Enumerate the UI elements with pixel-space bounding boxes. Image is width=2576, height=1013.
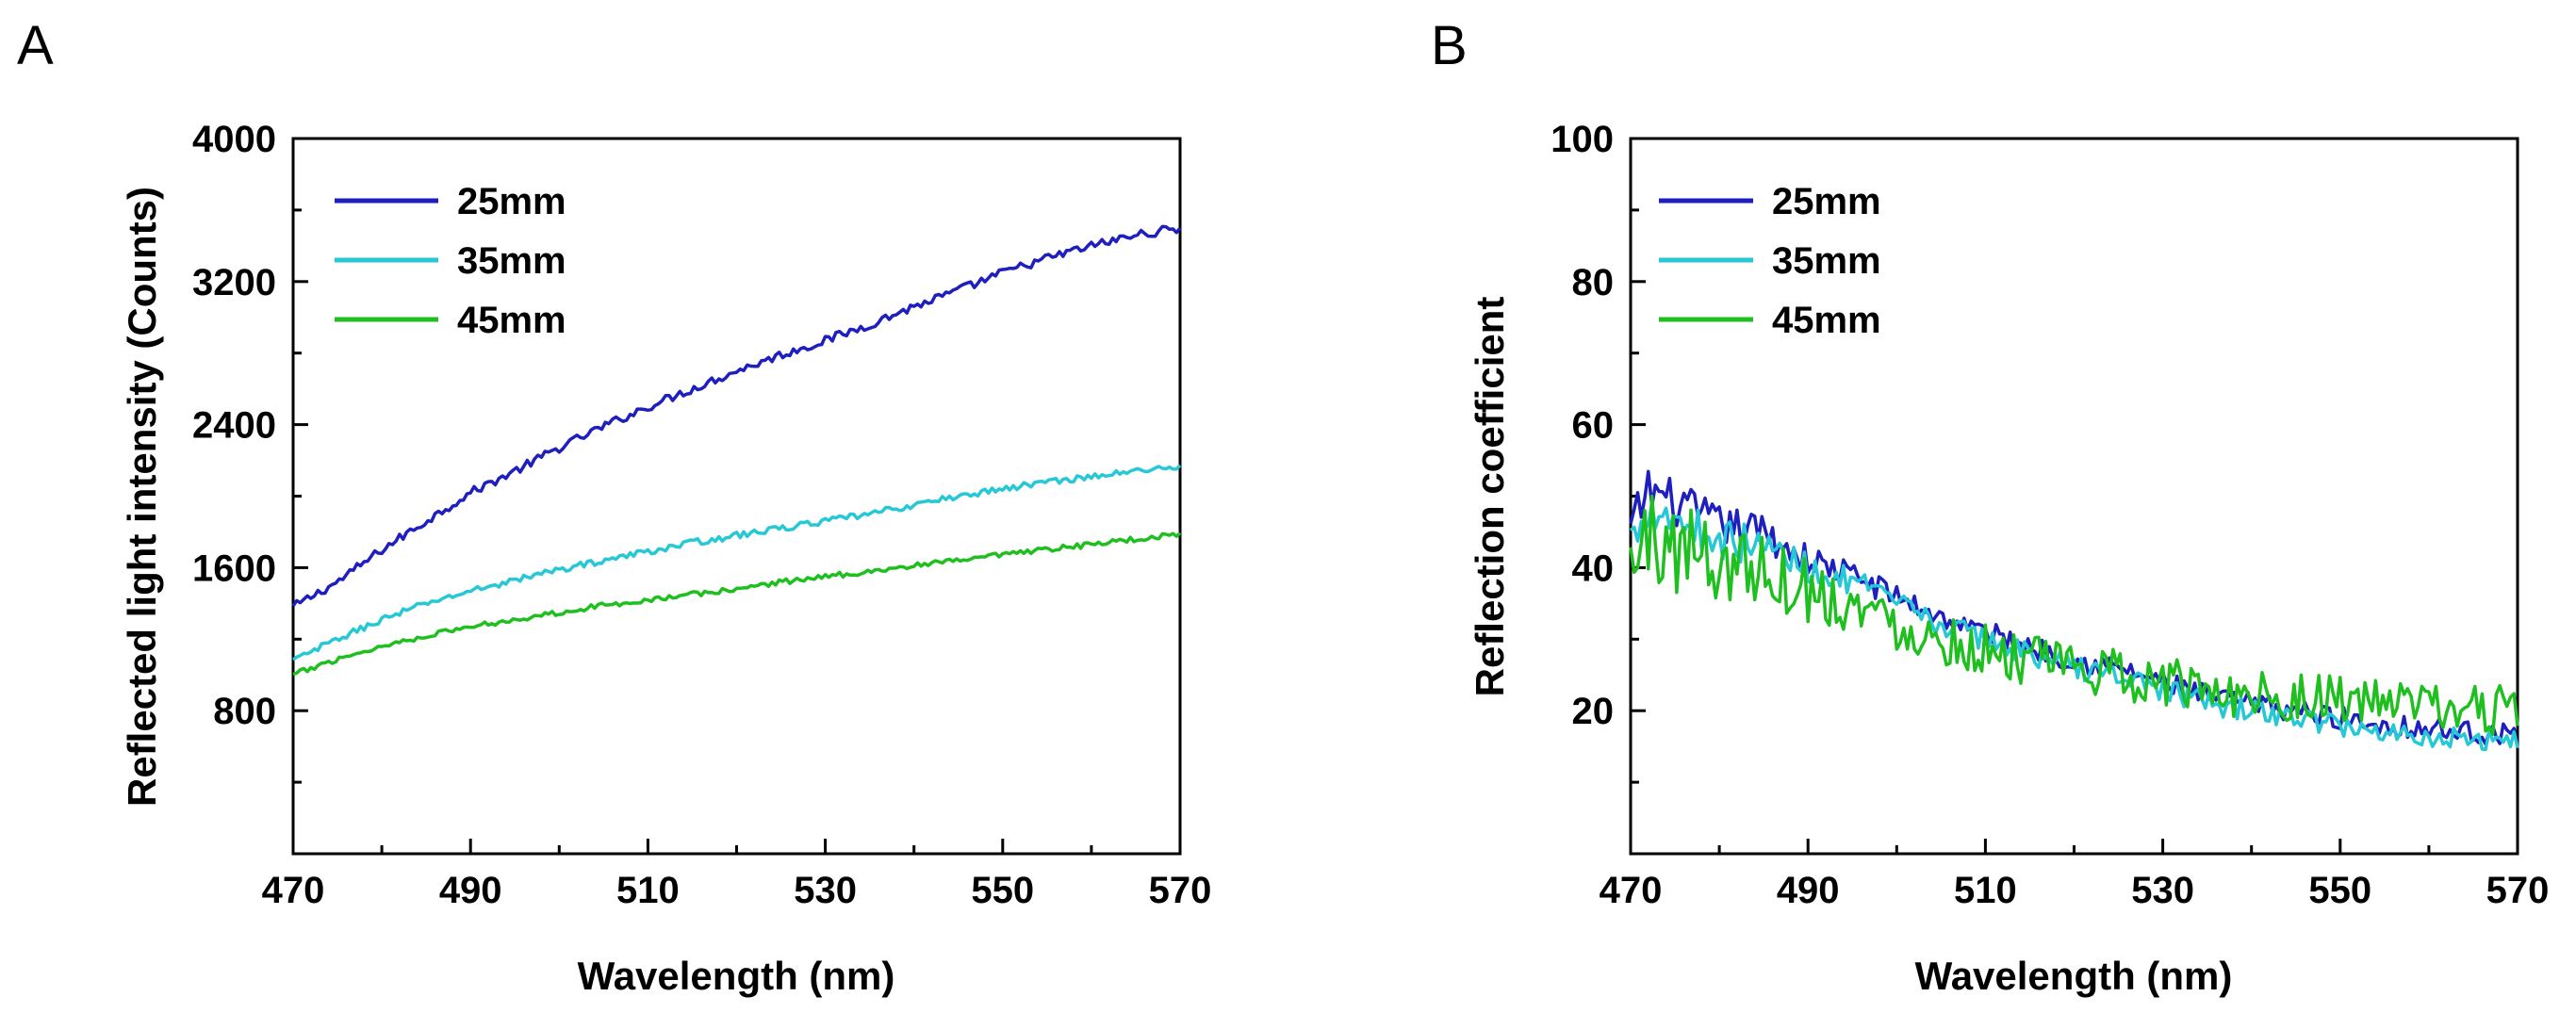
x-tick-label: 530 — [794, 870, 857, 911]
x-tick-label: 470 — [1600, 870, 1663, 911]
y-tick-label: 2400 — [192, 405, 276, 447]
series-line-45mm — [292, 531, 1182, 677]
series-line-45mm — [1629, 494, 2519, 736]
series-line-35mm — [291, 464, 1182, 662]
panel-b-x-tick-labels: 470 490 510 530 550 570 — [1600, 870, 2550, 911]
legend-label-45mm: 45mm — [457, 300, 566, 341]
y-tick-label: 100 — [1551, 119, 1614, 160]
panel-a-y-axis-title: Reflected light intensity (Counts) — [120, 187, 164, 807]
panel-a-y-tick-labels: 800 1600 2400 3200 4000 — [192, 119, 276, 732]
series-line-25mm — [291, 224, 1182, 607]
y-tick-label: 800 — [213, 691, 276, 732]
x-tick-label: 550 — [971, 870, 1034, 911]
x-tick-label: 490 — [439, 870, 502, 911]
panel-a-x-axis-title: Wavelength (nm) — [578, 954, 895, 998]
panel-b-ticks — [1629, 137, 2519, 854]
panel-a-series-lines — [291, 224, 1182, 677]
panel-a: A 470 490 510 530 550 570 800 1600 2400 3200 4000… — [17, 15, 1211, 998]
legend-label-35mm: 35mm — [1772, 240, 1881, 282]
y-tick-label: 20 — [1572, 691, 1615, 732]
panel-b-label: B — [1431, 15, 1468, 76]
x-tick-label: 550 — [2308, 870, 2371, 911]
legend-label-35mm: 35mm — [457, 240, 566, 282]
panel-a-legend: 25mm 35mm 45mm — [335, 181, 566, 341]
y-tick-label: 4000 — [192, 119, 276, 160]
panel-b: B 470 490 510 530 550 570 20 40 60 80 100 25mm 35m… — [1431, 15, 2549, 998]
y-tick-label: 3200 — [192, 262, 276, 303]
panel-a-plot-frame — [291, 137, 1182, 856]
legend-label-25mm: 25mm — [1772, 181, 1881, 222]
panel-b-x-axis-title: Wavelength (nm) — [1915, 954, 2233, 998]
x-tick-label: 530 — [2131, 870, 2194, 911]
x-tick-label: 570 — [1149, 870, 1212, 911]
y-tick-label: 60 — [1572, 405, 1615, 447]
y-tick-label: 1600 — [192, 547, 276, 589]
panel-a-ticks — [291, 137, 1182, 854]
panel-a-label: A — [17, 15, 54, 76]
panel-b-y-tick-labels: 20 40 60 80 100 — [1551, 119, 1614, 732]
x-tick-label: 510 — [616, 870, 680, 911]
legend-label-45mm: 45mm — [1772, 300, 1881, 341]
panel-b-y-axis-title: Reflection coefficient — [1468, 297, 1512, 697]
panel-a-x-tick-labels: 470 490 510 530 550 570 — [262, 870, 1212, 911]
y-tick-label: 80 — [1572, 262, 1615, 303]
panel-b-series-lines — [1629, 469, 2519, 752]
panel-b-plot-frame — [1629, 137, 2519, 856]
y-tick-label: 40 — [1572, 547, 1615, 589]
x-tick-label: 570 — [2486, 870, 2550, 911]
x-tick-label: 470 — [262, 870, 325, 911]
legend-label-25mm: 25mm — [457, 181, 566, 222]
x-tick-label: 490 — [1777, 870, 1840, 911]
panel-b-legend: 25mm 35mm 45mm — [1659, 181, 1881, 341]
x-tick-label: 510 — [1954, 870, 2017, 911]
